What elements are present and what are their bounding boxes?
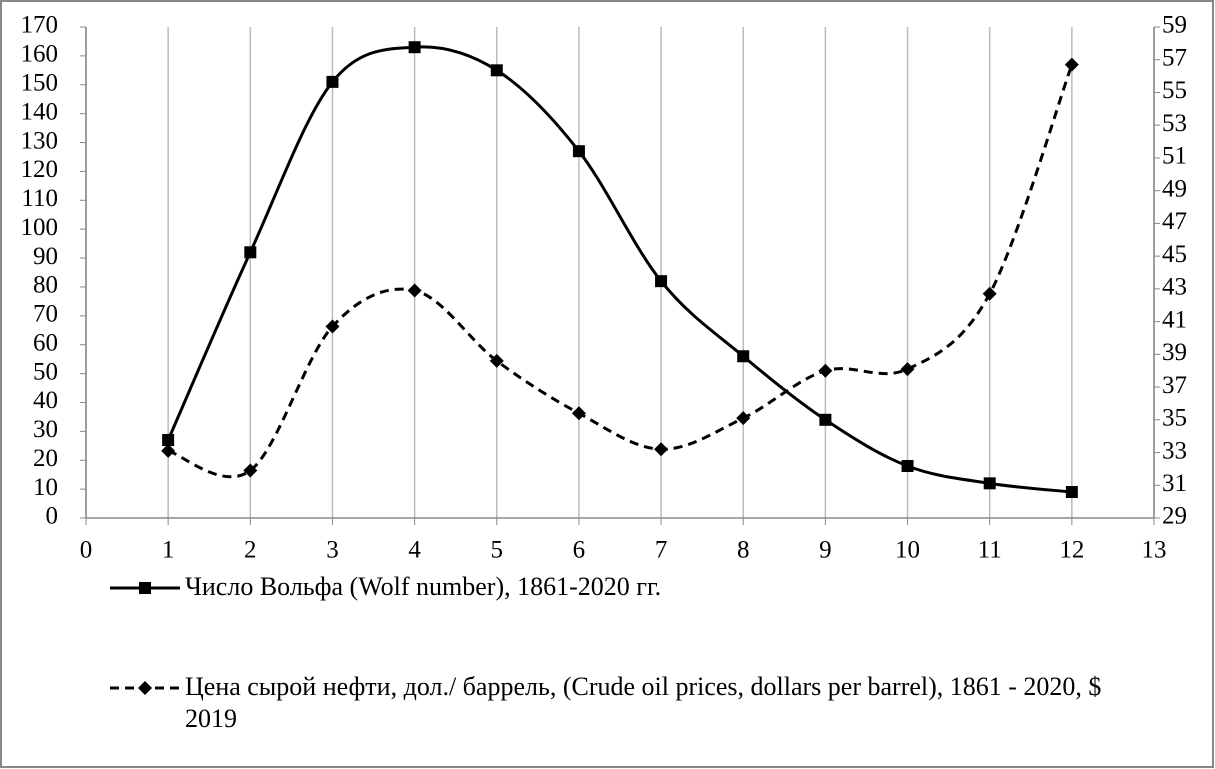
y2-tick-label: 39 bbox=[1162, 339, 1187, 366]
marker bbox=[243, 463, 258, 478]
y2-tick-label: 53 bbox=[1162, 110, 1187, 137]
marker bbox=[901, 460, 914, 473]
x-tick-label: 8 bbox=[737, 537, 750, 564]
marker bbox=[655, 275, 668, 288]
y2-tick-label: 29 bbox=[1162, 503, 1187, 530]
y2-tick-label: 47 bbox=[1162, 208, 1187, 235]
y2-tick-label: 41 bbox=[1162, 306, 1187, 333]
marker bbox=[571, 406, 586, 421]
x-tick-label: 13 bbox=[1142, 537, 1167, 564]
legend-label: Число Вольфа (Wolf number), 1861-2020 гг… bbox=[185, 572, 662, 601]
x-tick-label: 4 bbox=[408, 537, 421, 564]
legend-marker bbox=[139, 582, 151, 594]
x-tick-label: 7 bbox=[655, 537, 668, 564]
marker bbox=[244, 246, 257, 259]
marker bbox=[490, 64, 503, 77]
marker bbox=[572, 145, 585, 158]
y2-tick-label: 55 bbox=[1162, 77, 1187, 104]
y2-tick-label: 57 bbox=[1162, 44, 1187, 71]
y-tick-label: 130 bbox=[21, 127, 59, 154]
marker bbox=[1065, 486, 1078, 499]
x-tick-label: 0 bbox=[80, 537, 93, 564]
y2-tick-label: 35 bbox=[1162, 405, 1187, 432]
marker bbox=[737, 350, 750, 363]
marker bbox=[819, 413, 832, 426]
marker bbox=[325, 319, 340, 334]
y2-tick-label: 37 bbox=[1162, 372, 1187, 399]
x-tick-label: 1 bbox=[162, 537, 175, 564]
y-tick-label: 10 bbox=[33, 474, 58, 501]
marker bbox=[818, 363, 833, 378]
marker bbox=[326, 75, 339, 88]
y-tick-label: 20 bbox=[33, 445, 58, 472]
y-tick-label: 50 bbox=[33, 358, 58, 385]
y-tick-label: 60 bbox=[33, 329, 58, 356]
y-tick-label: 160 bbox=[21, 41, 59, 68]
y-tick-label: 120 bbox=[21, 156, 59, 183]
y2-tick-label: 59 bbox=[1162, 12, 1187, 39]
marker bbox=[407, 283, 422, 298]
y-tick-label: 90 bbox=[33, 243, 58, 270]
marker bbox=[161, 443, 176, 458]
marker bbox=[654, 442, 669, 457]
y-tick-label: 40 bbox=[33, 387, 58, 414]
marker bbox=[983, 477, 996, 490]
x-tick-label: 11 bbox=[978, 537, 1002, 564]
x-tick-label: 5 bbox=[491, 537, 504, 564]
y2-tick-label: 51 bbox=[1162, 143, 1187, 170]
x-tick-label: 3 bbox=[326, 537, 339, 564]
marker bbox=[900, 362, 915, 377]
marker bbox=[489, 353, 504, 368]
y-tick-label: 170 bbox=[21, 12, 59, 39]
y-tick-label: 80 bbox=[33, 272, 58, 299]
y2-tick-label: 43 bbox=[1162, 274, 1187, 301]
y-tick-label: 30 bbox=[33, 416, 58, 443]
legend-label: Цена сырой нефти, дол./ баррель, (Crude … bbox=[185, 672, 1102, 733]
x-tick-label: 2 bbox=[244, 537, 257, 564]
legend-marker bbox=[138, 681, 152, 695]
marker bbox=[736, 411, 751, 426]
x-tick-label: 10 bbox=[895, 537, 920, 564]
series-line bbox=[166, 45, 1073, 494]
marker bbox=[982, 286, 997, 301]
marker bbox=[1064, 57, 1079, 72]
y-tick-label: 110 bbox=[21, 185, 58, 212]
series-line bbox=[167, 64, 1074, 479]
marker bbox=[162, 434, 175, 447]
x-tick-label: 12 bbox=[1059, 537, 1084, 564]
y2-tick-label: 31 bbox=[1162, 470, 1187, 497]
y-tick-label: 70 bbox=[33, 301, 58, 328]
y-tick-label: 150 bbox=[21, 69, 59, 96]
y2-tick-label: 45 bbox=[1162, 241, 1187, 268]
x-tick-label: 6 bbox=[573, 537, 586, 564]
marker bbox=[408, 41, 421, 54]
y-tick-label: 140 bbox=[21, 98, 59, 125]
y2-tick-label: 33 bbox=[1162, 437, 1187, 464]
x-tick-label: 9 bbox=[819, 537, 832, 564]
y-tick-label: 100 bbox=[21, 214, 59, 241]
y-tick-label: 0 bbox=[46, 503, 59, 530]
y2-tick-label: 49 bbox=[1162, 175, 1187, 202]
